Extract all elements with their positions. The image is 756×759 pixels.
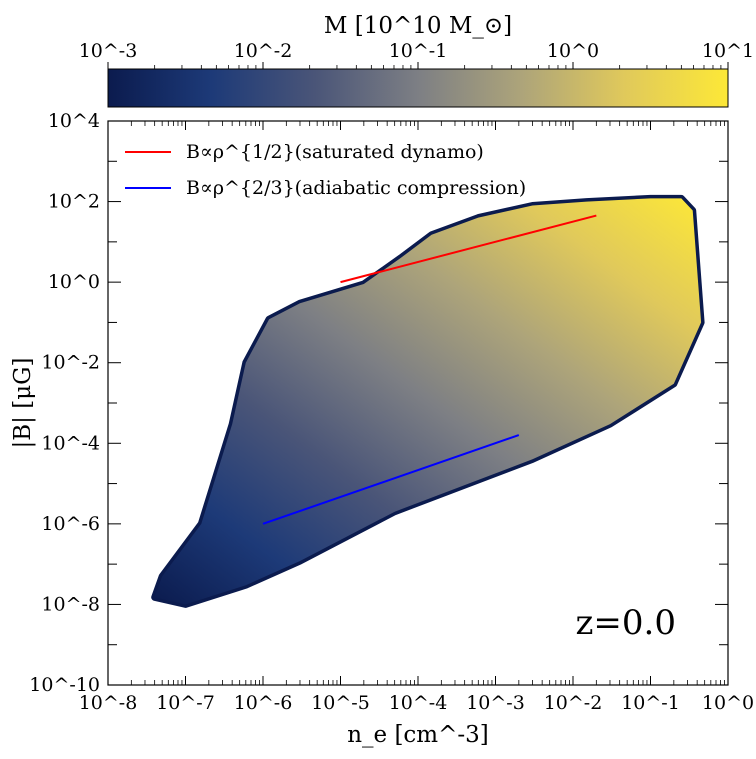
colorbar-tick-label: 10^0 <box>547 40 599 62</box>
x-tick-label: 10^-2 <box>544 692 603 714</box>
colorbar-tick-label: 10^-3 <box>79 40 138 62</box>
series-line-1 <box>340 214 597 284</box>
x-tick-label: 10^-7 <box>156 692 215 714</box>
y-tick-label: 10^0 <box>48 271 100 293</box>
redshift-annotation: z=0.0 <box>576 603 676 643</box>
y-axis-label: |B| [μG] <box>10 358 36 449</box>
y-tick-label: 10^-6 <box>41 513 100 535</box>
legend-label-1: B∝ρ^{1/2}(saturated dynamo) <box>186 141 484 163</box>
x-axis-label: n_e [cm^-3] <box>347 722 489 748</box>
x-tick-label: 10^-1 <box>621 692 680 714</box>
x-tick-label: 10^-5 <box>311 692 370 714</box>
axis-ticks: 10^-8 10^-7 10^-6 10^-5 10^-4 10^-3 10^-2 10^-1… <box>29 110 754 714</box>
y-tick-label: 10^-8 <box>41 593 100 615</box>
colorbar-ticks: 10^-3 10^-2 10^-1 10^0 10^1 <box>79 40 754 69</box>
y-tick-label: 10^-10 <box>29 674 100 696</box>
x-tick-label: 10^-6 <box>234 692 293 714</box>
colorbar-tick-label: 10^-2 <box>234 40 293 62</box>
series-line-2 <box>262 434 520 525</box>
x-tick-label: 10^-8 <box>79 692 138 714</box>
plot-frame <box>107 120 729 686</box>
series-layer <box>262 214 597 525</box>
y-tick-label: 10^4 <box>48 110 100 132</box>
x-tick-label: 10^-4 <box>389 692 448 714</box>
colorbar-gradient <box>107 68 729 108</box>
mass-distribution <box>154 198 702 605</box>
legend-label-2: B∝ρ^{2/3}(adiabatic compression) <box>186 177 526 199</box>
x-tick-label: 10^0 <box>702 692 754 714</box>
colorbar: M [10^10 M_⊙] 10^-3 10^-2 10^-1 10^0 10^1 <box>79 13 754 108</box>
colorbar-tick-label: 10^-1 <box>389 40 448 62</box>
y-tick-label: 10^-2 <box>41 352 100 374</box>
x-tick-label: 10^-3 <box>466 692 525 714</box>
legend: B∝ρ^{1/2}(saturated dynamo) B∝ρ^{2/3}(adi… <box>125 141 526 199</box>
colorbar-tick-label: 10^1 <box>702 40 754 62</box>
y-tick-label: 10^2 <box>48 191 100 213</box>
y-tick-label: 10^-4 <box>41 432 100 454</box>
plot-area: 10^-8 10^-7 10^-6 10^-5 10^-4 10^-3 10^-2 10^-1… <box>29 110 754 714</box>
colorbar-label: M [10^10 M_⊙] <box>324 13 512 39</box>
